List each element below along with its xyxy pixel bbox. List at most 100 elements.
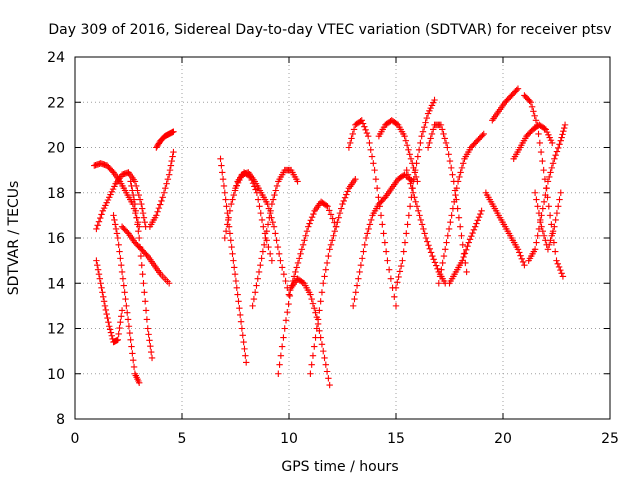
data-point-interp: [422, 119, 429, 126]
data-point-interp: [540, 232, 548, 239]
data-point-interp: [406, 203, 414, 210]
data-point-interp: [444, 232, 451, 239]
data-point-interp: [456, 173, 463, 181]
data-point-interp: [120, 282, 127, 289]
data-point-interp: [258, 216, 266, 224]
data-point-interp: [474, 217, 481, 224]
data-point-interp: [473, 220, 480, 227]
data-point: [305, 223, 312, 230]
data-point-interp: [440, 252, 448, 260]
data-point-interp: [552, 216, 559, 224]
data-point-interp: [147, 348, 155, 356]
data-point: [557, 189, 564, 196]
grid: [75, 57, 610, 419]
data-point-interp: [451, 198, 458, 205]
data-point-interp: [412, 198, 419, 205]
data-point-interp: [163, 180, 170, 187]
data-point: [110, 212, 117, 219]
data-point-interp: [334, 218, 341, 226]
data-point-interp: [417, 216, 425, 224]
data-point-interp: [448, 164, 455, 172]
data-point-interp: [415, 146, 423, 153]
series-arc18: [375, 117, 421, 185]
data-point-interp: [143, 316, 151, 323]
y-tick-label: 10: [47, 367, 65, 383]
data-point-interp: [265, 243, 272, 251]
data-point-interp: [419, 128, 427, 135]
data-point: [170, 148, 177, 156]
data-point: [217, 155, 224, 163]
data-point-interp: [380, 230, 387, 237]
data-point-interp: [349, 130, 356, 138]
data-point-interp: [266, 250, 274, 258]
data-point-interp: [558, 134, 565, 141]
x-axis-label: GPS time / hours: [281, 459, 398, 475]
data-point-interp: [534, 232, 541, 239]
data-point: [324, 203, 331, 210]
data-point-interp: [154, 208, 161, 215]
data-point-interp: [404, 221, 411, 228]
series-arc1: [91, 160, 143, 230]
data-point-interp: [289, 277, 297, 285]
data-point-interp: [269, 218, 276, 226]
data-point-interp: [293, 264, 300, 271]
data-point-interp: [421, 123, 428, 131]
data-point-interp: [382, 248, 390, 255]
data-point: [221, 234, 228, 242]
data-point-interp: [408, 185, 416, 192]
data-point: [384, 257, 391, 264]
data-point: [332, 223, 340, 230]
x-tick-label: 15: [387, 431, 405, 447]
data-point-interp: [109, 185, 117, 193]
data-point-interp: [141, 289, 148, 296]
data-point-interp: [542, 191, 549, 199]
data-point-interp: [403, 230, 410, 237]
data-point-interp: [133, 214, 140, 221]
data-point: [444, 144, 451, 151]
data-point-interp: [438, 266, 445, 273]
data-point-interp: [115, 330, 122, 338]
data-point: [442, 246, 449, 253]
data-point: [409, 189, 417, 196]
data-point: [364, 132, 372, 140]
data-point-interp: [441, 135, 448, 142]
data-point: [123, 302, 130, 310]
data-point-interp: [531, 112, 538, 120]
data-point-interp: [160, 189, 168, 196]
data-point-interp: [112, 221, 119, 228]
data-point-interp: [104, 196, 112, 204]
data-point-interp: [391, 293, 398, 301]
data-point: [471, 223, 479, 230]
data-point: [294, 178, 301, 185]
data-point: [478, 207, 485, 215]
data-point-interp: [420, 225, 427, 233]
data-point-interp: [134, 221, 141, 228]
data-point-interp: [426, 139, 433, 147]
data-point-interp: [423, 114, 431, 122]
data-point-interp: [360, 248, 367, 255]
data-point-interp: [288, 282, 295, 289]
data-point: [407, 155, 415, 163]
data-point-interp: [343, 191, 350, 198]
data-point: [457, 223, 464, 230]
data-point-interp: [329, 237, 336, 244]
data-point-interp: [227, 237, 234, 244]
data-point-interp: [155, 204, 163, 212]
data-point-interp: [556, 196, 563, 203]
data-point-interp: [479, 132, 486, 139]
data-point: [255, 268, 263, 276]
data-point-interp: [462, 246, 470, 253]
data-point-interp: [128, 343, 135, 350]
data-point-interp: [430, 256, 437, 263]
data-point-interp: [108, 188, 116, 196]
data-point-interp: [146, 337, 153, 344]
data-point-interp: [98, 211, 105, 218]
data-point-interp: [299, 241, 307, 248]
data-point: [228, 200, 235, 208]
data-point-interp: [94, 222, 101, 229]
data-point-interp: [357, 261, 365, 269]
data-point-interp: [294, 259, 302, 267]
data-point-interp: [426, 107, 433, 115]
data-point-interp: [366, 221, 374, 228]
data-point-interp: [96, 275, 104, 282]
